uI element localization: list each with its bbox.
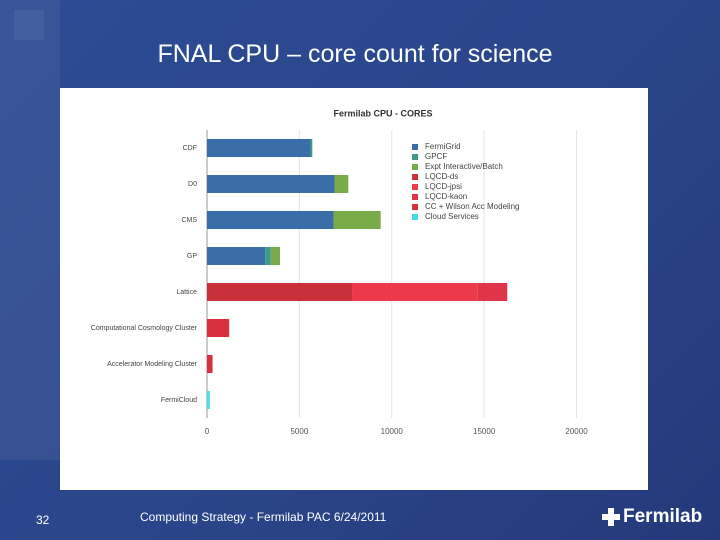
legend-label: FermiGrid: [425, 142, 461, 151]
legend-swatch: [412, 184, 418, 190]
bar-segment: [207, 211, 334, 229]
legend-label: GPCF: [425, 152, 447, 161]
y-tick-label: D0: [188, 181, 197, 188]
logo: Fermilab: [602, 506, 702, 528]
legend-label: LQCD-kaon: [425, 192, 467, 201]
logo-icon: [602, 508, 620, 526]
legend-swatch: [412, 144, 418, 150]
logo-text: Fermilab: [623, 506, 703, 527]
bar-segment: [352, 283, 478, 301]
page-number: 32: [36, 513, 50, 527]
decoration: [0, 0, 60, 460]
x-tick-label: 15000: [473, 427, 496, 436]
legend-swatch: [412, 204, 418, 210]
legend-swatch: [412, 154, 418, 160]
x-tick-label: 5000: [290, 427, 308, 436]
chart: Fermilab CPU - CORES 0 5000 10000 15000 2000…: [91, 108, 588, 436]
bar-segment: [477, 283, 508, 301]
chart-panel: Fermilab CPU - CORES 0 5000 10000 15000 2000…: [60, 88, 648, 490]
bar-segment: [207, 247, 266, 265]
y-tick-label: Accelerator Modeling Cluster: [107, 361, 198, 368]
legend-swatch: [412, 174, 418, 180]
legend-label: Expt Interactive/Batch: [425, 162, 503, 171]
x-tick-label: 20000: [565, 427, 588, 436]
bar-segment: [207, 319, 230, 337]
bar-segment: [310, 139, 313, 157]
y-tick-label: FermiCloud: [161, 397, 197, 404]
bar-segment: [207, 283, 353, 301]
bar-segment: [265, 247, 271, 265]
legend-swatch: [412, 214, 418, 220]
bar-segment: [207, 175, 335, 193]
legend-swatch: [412, 194, 418, 200]
y-tick-label: Lattice: [176, 289, 197, 296]
y-tick-label: Computational Cosmology Cluster: [91, 325, 198, 332]
slide-title: FNAL CPU – core count for science: [157, 40, 553, 68]
x-tick-label: 10000: [381, 427, 404, 436]
bar-segment: [270, 247, 280, 265]
y-tick-label: GP: [187, 253, 197, 260]
y-tick-label: CDF: [183, 145, 197, 152]
bar-segment: [207, 355, 213, 373]
x-tick-label: 0: [205, 427, 210, 436]
y-tick-label: CMS: [181, 217, 197, 224]
chart-title: Fermilab CPU - CORES: [333, 108, 432, 118]
footer: Computing Strategy - Fermilab PAC 6/24/2…: [140, 510, 387, 524]
bar-segment: [333, 211, 381, 229]
legend-label: Cloud Services: [425, 212, 479, 221]
bar-segment: [207, 139, 311, 157]
bar-segment: [207, 391, 210, 409]
legend-label: LQCD-ds: [425, 172, 458, 181]
legend-swatch: [412, 164, 418, 170]
decoration: [14, 10, 44, 40]
legend-label: LQCD-jpsi: [425, 182, 462, 191]
legend-label: CC + Wilson Acc Modeling: [425, 202, 519, 211]
bar-segment: [334, 175, 349, 193]
